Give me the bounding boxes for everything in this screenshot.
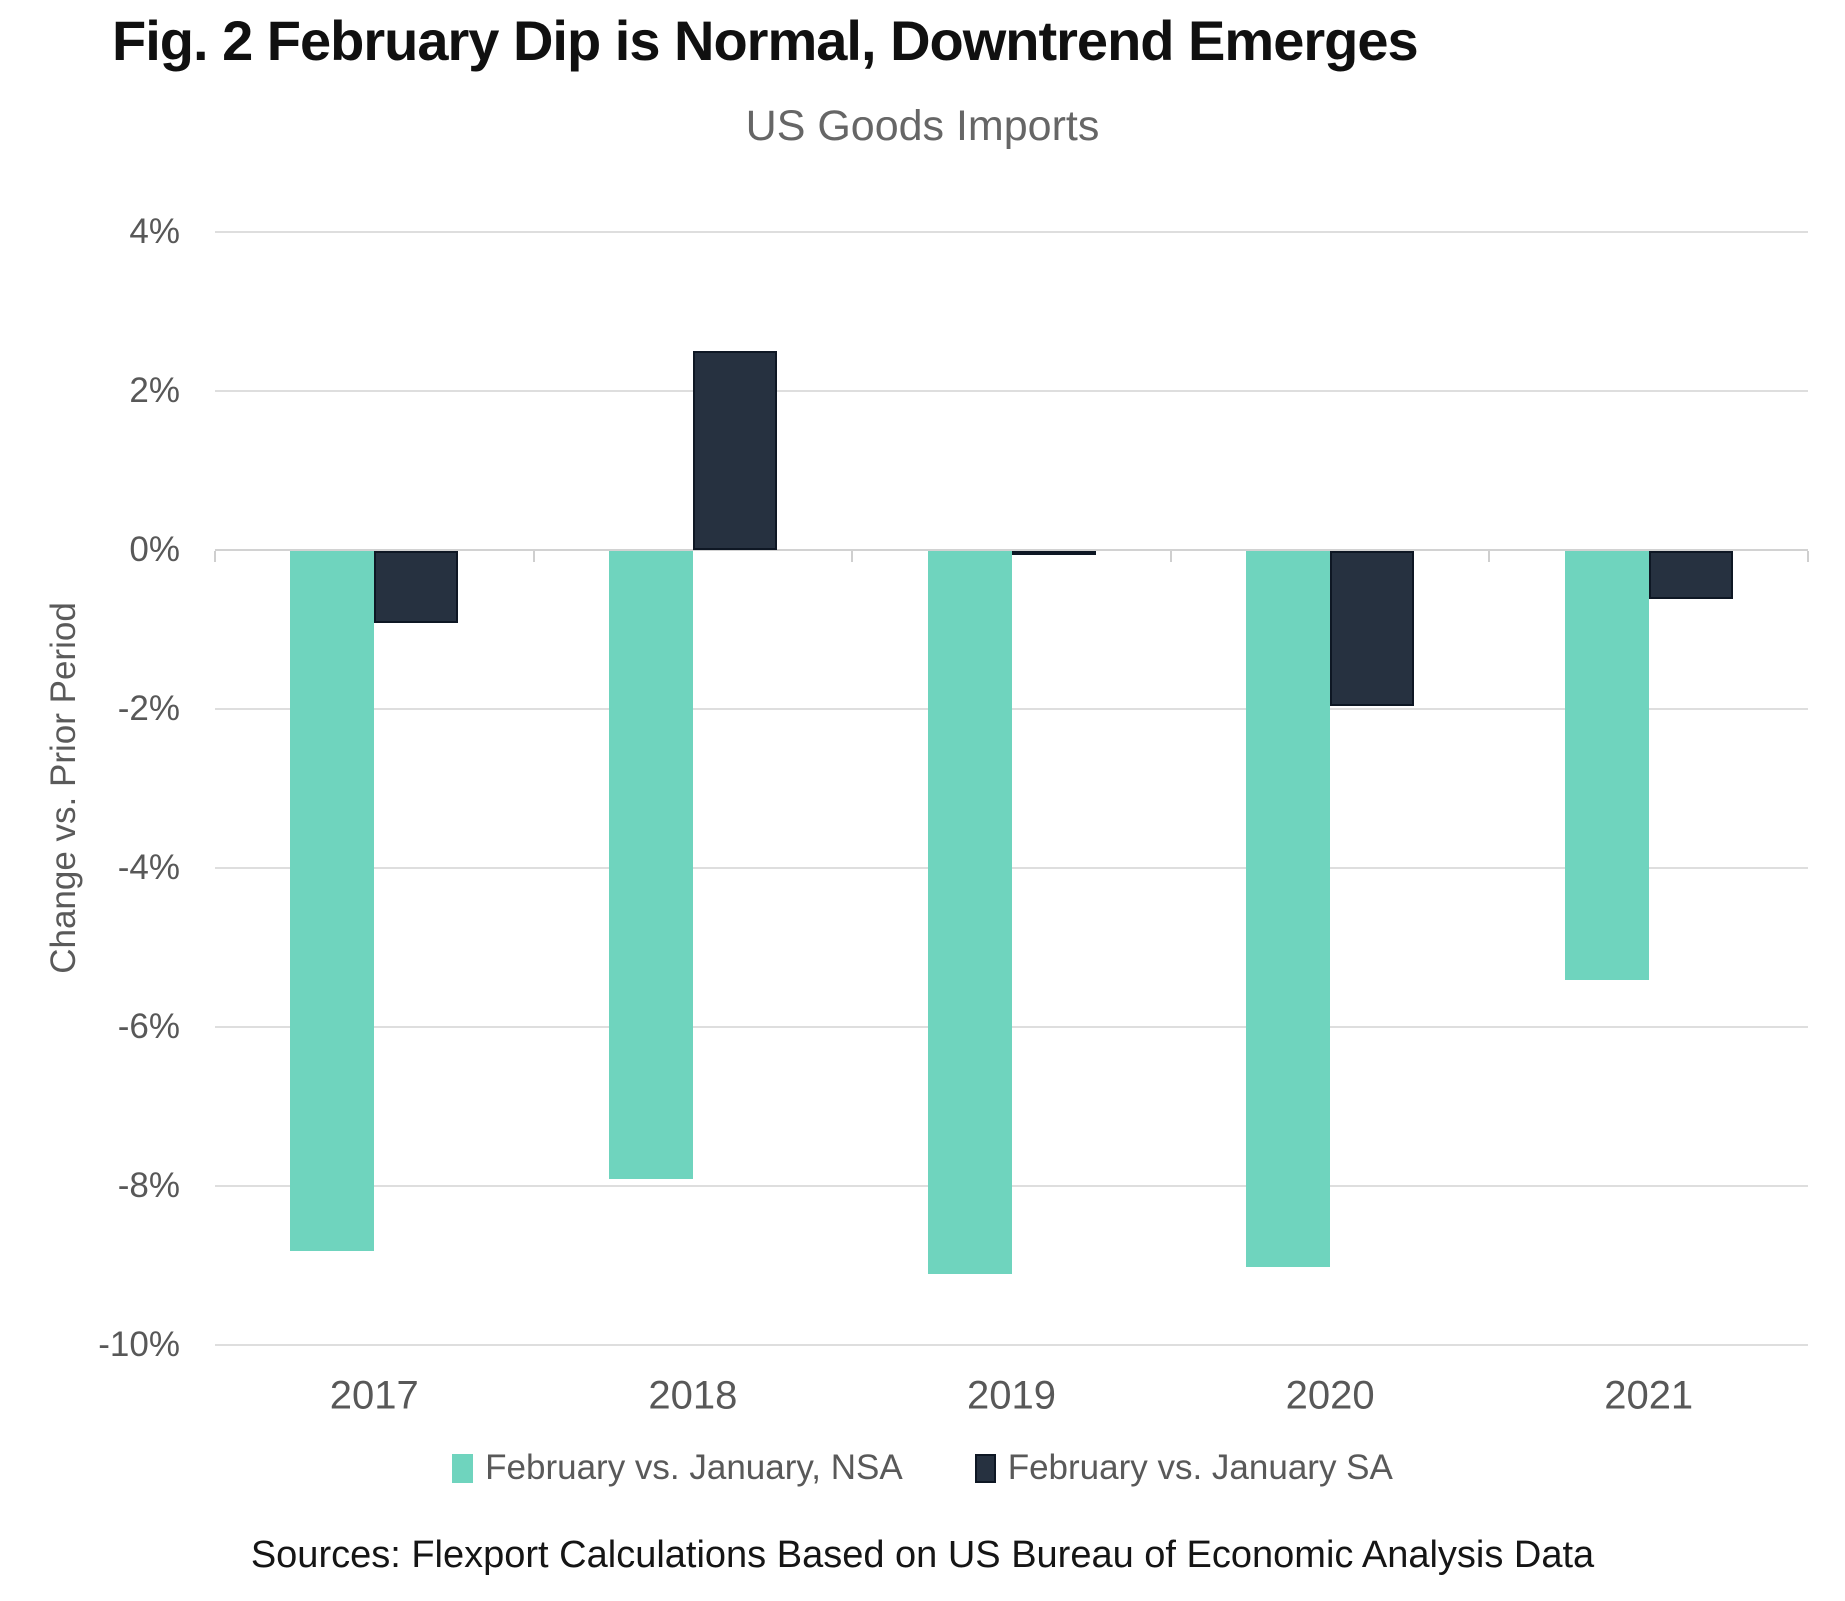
y-tick-label--4%: -4% (117, 848, 180, 887)
y-tick-label-2%: 2% (129, 371, 180, 410)
legend-item-sa: February vs. January SA (974, 1448, 1393, 1488)
bar-2019-sa (1011, 551, 1096, 555)
zero-axis-tick (1488, 551, 1491, 562)
y-tick-label-0%: 0% (129, 530, 180, 569)
gridline-0% (215, 549, 1808, 551)
legend-swatch-sa-icon (974, 1453, 996, 1483)
gridline-2% (215, 390, 1808, 392)
figure-title: Fig. 2 February Dip is Normal, Downtrend… (112, 9, 1419, 72)
bar-2018-nsa (608, 551, 693, 1180)
legend-label-sa: February vs. January SA (1007, 1448, 1393, 1487)
zero-axis-tick (214, 551, 216, 562)
zero-axis-tick (851, 551, 854, 562)
zero-axis-tick (532, 551, 535, 562)
bar-2017-sa (374, 551, 459, 623)
bar-2021-sa (1648, 551, 1733, 599)
bar-2018-sa (692, 351, 777, 550)
legend-swatch-nsa-icon (452, 1453, 474, 1483)
legend-item-nsa: February vs. January, NSA (452, 1448, 903, 1488)
gridline-4% (215, 231, 1808, 233)
bar-2020-nsa (1246, 551, 1331, 1267)
legend-label-nsa: February vs. January, NSA (485, 1448, 903, 1487)
y-tick-label--8%: -8% (117, 1166, 180, 1205)
bar-2019-nsa (927, 551, 1012, 1275)
y-tick-label-4%: 4% (129, 212, 180, 251)
x-axis-label-2017: 2017 (329, 1373, 419, 1418)
gridline--8% (215, 1185, 1808, 1187)
gridline--10% (215, 1344, 1808, 1346)
x-axis-label-2021: 2021 (1604, 1373, 1694, 1418)
y-tick-label--6%: -6% (117, 1007, 180, 1046)
gridline--6% (215, 1026, 1808, 1028)
y-tick-label--10%: -10% (98, 1325, 180, 1364)
bar-2017-nsa (290, 551, 375, 1251)
gridline--2% (215, 708, 1808, 710)
legend: February vs. January, NSA February vs. J… (0, 1448, 1845, 1488)
x-axis-label-2019: 2019 (967, 1373, 1056, 1418)
zero-axis-tick (1169, 551, 1172, 562)
y-tick-label--2%: -2% (117, 689, 180, 728)
bar-2021-nsa (1564, 551, 1649, 981)
bar-2020-sa (1330, 551, 1415, 707)
source-note: Sources: Flexport Calculations Based on … (250, 1534, 1595, 1576)
zero-axis-tick (1807, 551, 1809, 562)
x-axis-label-2020: 2020 (1285, 1373, 1375, 1418)
gridline--4% (215, 867, 1808, 869)
x-axis-label-2018: 2018 (648, 1373, 738, 1418)
chart-subtitle: US Goods Imports (745, 102, 1100, 150)
y-axis-title: Change vs. Prior Period (44, 602, 83, 974)
